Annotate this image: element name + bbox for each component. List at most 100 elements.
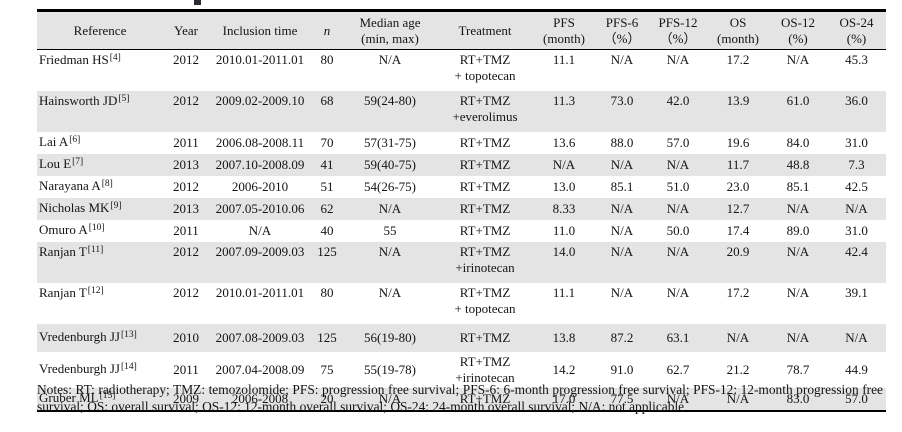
cell-treatment: RT+TMZ <box>437 198 533 220</box>
cell-os24: 39.1 <box>845 285 868 300</box>
table-row: Gruber ML[15] 2009 2006-2008 20 N/A RT+TMZ 17.… <box>37 388 886 411</box>
header-sublabel: (%) <box>788 31 808 46</box>
cell-pfs: 11.1 <box>552 52 576 67</box>
cell-treatment: RT+TMZ + topotecan <box>437 50 533 92</box>
treatment-line: RT+TMZ <box>459 179 511 194</box>
cell-treatment: RT+TMZ + topotecan <box>437 283 533 324</box>
cell-os24: N/A <box>845 201 868 216</box>
treatment-line: RT+TMZ <box>459 330 511 345</box>
col-header-pfs6: PFS-6 （%） <box>595 10 649 50</box>
cell-age: N/A <box>378 201 402 216</box>
table-row: Friedman HS[4] 2012 2010.01-2011.01 80 N/A RT… <box>37 50 886 92</box>
cell-os12: N/A <box>786 244 810 259</box>
cell-year: 2012 <box>173 93 199 108</box>
cell-os: 19.6 <box>726 135 750 150</box>
table-row: Lou E[7] 2013 2007.10-2008.09 41 59(40-75) RT… <box>37 154 886 176</box>
cell-pfs6: 77.5 <box>610 391 634 406</box>
cell-age: N/A <box>378 285 402 300</box>
cell-pfs12: N/A <box>666 285 690 300</box>
col-header-treatment: Treatment <box>437 10 533 50</box>
cell-pfs: 8.33 <box>552 201 576 216</box>
cell-reference: Nicholas MK[9] <box>39 200 122 215</box>
cell-inclusion: 2010.01-2011.01 <box>215 52 305 67</box>
cell-age: 57(31-75) <box>364 135 416 150</box>
cell-reference: Ranjan T[11] <box>39 244 104 259</box>
cell-pfs: N/A <box>552 157 576 172</box>
citation-superscript: [4] <box>109 52 121 63</box>
cell-inclusion: 2009.02-2009.10 <box>215 93 305 108</box>
cell-os: 17.4 <box>726 223 750 238</box>
cell-pfs12: 42.0 <box>666 93 690 108</box>
cell-treatment: RT+TMZ <box>437 388 533 411</box>
cell-pfs12: N/A <box>666 157 690 172</box>
cell-year: 2012 <box>173 179 199 194</box>
cell-inclusion: 2007.05-2010.06 <box>215 201 305 216</box>
cell-treatment: RT+TMZ <box>437 176 533 198</box>
cell-age: 55 <box>383 223 397 238</box>
cell-treatment: RT+TMZ +everolimus <box>437 91 533 132</box>
cell-age: 54(26-75) <box>364 179 416 194</box>
cell-os24: 7.3 <box>848 157 865 172</box>
cell-year: 2012 <box>173 285 199 300</box>
treatment-line: RT+TMZ <box>459 244 511 259</box>
cell-treatment: RT+TMZ <box>437 324 533 352</box>
cell-n: 80 <box>320 285 334 300</box>
treatment-line: +irinotecan <box>455 260 515 275</box>
citation-superscript: [11] <box>87 244 104 255</box>
cell-treatment: RT+TMZ <box>437 154 533 176</box>
table-row: Omuro A[10] 2011 N/A 40 55 RT+TMZ 11.0 N/A 50.0 1… <box>37 220 886 242</box>
cell-pfs12: N/A <box>666 391 690 406</box>
citation-superscript: [12] <box>87 285 104 296</box>
cell-reference: Friedman HS[4] <box>39 52 121 67</box>
cell-reference: Vredenburgh JJ[14] <box>39 361 137 376</box>
cell-inclusion: 2006-2010 <box>231 179 289 194</box>
cell-pfs6: 87.2 <box>610 330 634 345</box>
cell-pfs: 14.0 <box>552 244 576 259</box>
cell-os24: 45.3 <box>845 52 868 67</box>
treatment-line: RT+TMZ <box>459 391 511 406</box>
cell-os: 11.7 <box>726 157 750 172</box>
cell-n: 40 <box>320 223 334 238</box>
table-row: Ranjan T[11] 2012 2007.09-2009.03 125 N/A RT+… <box>37 242 886 283</box>
cell-pfs: 11.0 <box>552 223 576 238</box>
cell-year: 2011 <box>173 362 199 377</box>
cell-pfs12: 50.0 <box>666 223 690 238</box>
cell-os24: 36.0 <box>845 93 868 108</box>
cell-reference: Lai A[6] <box>39 134 81 149</box>
cell-reference: Hainsworth JD[5] <box>39 93 130 108</box>
cell-os24: 42.5 <box>845 179 868 194</box>
cell-age: 59(24-80) <box>364 93 416 108</box>
col-header-pfs: PFS (month) <box>533 10 595 50</box>
cell-n: 41 <box>320 157 334 172</box>
citation-superscript: [13] <box>120 329 137 340</box>
cell-pfs12: 63.1 <box>666 330 690 345</box>
cell-os24: N/A <box>845 330 868 345</box>
cell-n: 125 <box>317 244 337 259</box>
header-label: Inclusion time <box>222 23 298 38</box>
citation-superscript: [14] <box>120 361 137 372</box>
cell-reference: Narayana A[8] <box>39 178 113 193</box>
cell-os12: 85.1 <box>786 179 810 194</box>
col-header-os12: OS-12 (%) <box>769 10 827 50</box>
cell-year: 2012 <box>173 52 199 67</box>
citation-superscript: [6] <box>69 134 81 145</box>
col-header-os: OS (month) <box>707 10 769 50</box>
cell-os12: 61.0 <box>786 93 810 108</box>
cell-age: 55(19-78) <box>364 362 416 377</box>
cell-pfs6: N/A <box>610 285 634 300</box>
cell-age: N/A <box>378 391 402 406</box>
col-header-pfs12: PFS-12 （%） <box>649 10 707 50</box>
cell-pfs: 13.0 <box>552 179 576 194</box>
cell-os24: 42.4 <box>845 244 868 259</box>
cell-inclusion: 2007.09-2009.03 <box>215 244 305 259</box>
treatment-line: + topotecan <box>454 301 516 316</box>
cell-age: N/A <box>378 244 402 259</box>
header-label: OS-24 <box>839 15 874 30</box>
cell-year: 2010 <box>173 330 199 345</box>
cell-age: N/A <box>378 52 402 67</box>
cell-pfs12: N/A <box>666 244 690 259</box>
col-header-median-age: Median age (min, max) <box>343 10 437 50</box>
header-label: PFS-6 <box>605 15 639 30</box>
cell-os12: 48.8 <box>786 157 810 172</box>
